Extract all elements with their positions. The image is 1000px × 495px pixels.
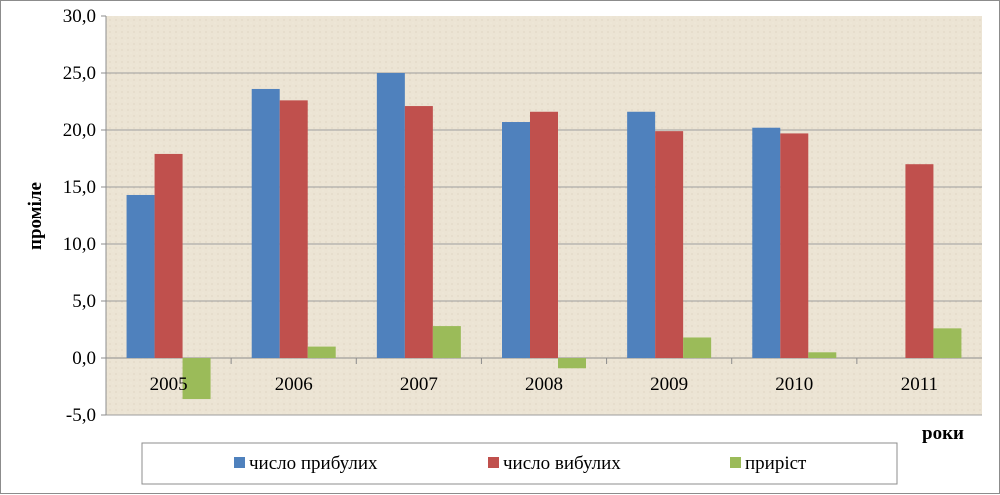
y-tick-label: 20,0 [63,120,96,141]
bar-приріст-2006 [307,346,336,358]
bar-приріст-2008 [558,358,586,369]
legend-swatch-приріст [730,457,741,468]
bars [126,73,962,400]
bar-число-вибулих-2008 [530,111,558,358]
bar-число-вибулих-2010 [780,133,809,358]
bar-число-вибулих-2009 [655,131,684,358]
bar-число-прибулих-2005 [126,194,155,358]
bar-приріст-2009 [683,337,712,358]
x-tick-label-2007: 2007 [400,374,438,395]
y-tick-label: 5,0 [72,291,96,312]
x-tick-label-2009: 2009 [650,374,688,395]
x-tick-label-2010: 2010 [775,374,813,395]
x-tick-label-2005: 2005 [150,374,188,395]
bar-приріст-2005 [182,358,211,400]
legend: число прибулих число вибулих приріст [234,453,807,474]
bar-приріст-2011 [933,328,962,358]
y-axis-title: проміле [25,182,46,250]
legend-swatch-число-вибулих [488,457,499,468]
x-tick-label-2011: 2011 [901,374,938,395]
y-tick-label: 15,0 [63,177,96,198]
bar-число-вибулих-2007 [404,106,433,358]
bar-число-прибулих-2006 [251,88,280,359]
y-axis-ticks: 30,0 25,0 20,0 15,0 10,0 5,0 0,0 -5,0 [63,6,106,426]
bar-приріст-2007 [432,326,461,358]
bar-число-вибулих-2005 [154,153,183,358]
y-tick-label: 10,0 [63,234,96,255]
legend-label-приріст: приріст [745,453,807,474]
x-tick-label-2006: 2006 [275,374,313,395]
y-tick-label: 25,0 [63,63,96,84]
x-axis-title: роки [922,423,964,444]
legend-swatch-число-прибулих [234,457,245,468]
x-axis-ticks: 2005 2006 2007 2008 2009 2010 2011 [150,358,938,395]
legend-box [141,442,898,485]
bar-число-прибулих-2009 [627,111,656,358]
bar-число-вибулих-2011 [905,164,934,358]
bar-число-прибулих-2007 [376,73,405,358]
x-tick-label-2008: 2008 [525,374,563,395]
bar-число-прибулих-2008 [502,122,530,359]
legend-label-число-прибулих: число прибулих [249,453,378,474]
bar-число-вибулих-2006 [279,100,308,359]
bar-число-прибулих-2010 [752,127,781,358]
bar-приріст-2010 [808,352,837,358]
legend-label-число-вибулих: число вибулих [503,453,621,474]
y-tick-label: 30,0 [63,6,96,27]
y-tick-label: 0,0 [72,348,96,369]
y-tick-label: -5,0 [66,405,96,426]
